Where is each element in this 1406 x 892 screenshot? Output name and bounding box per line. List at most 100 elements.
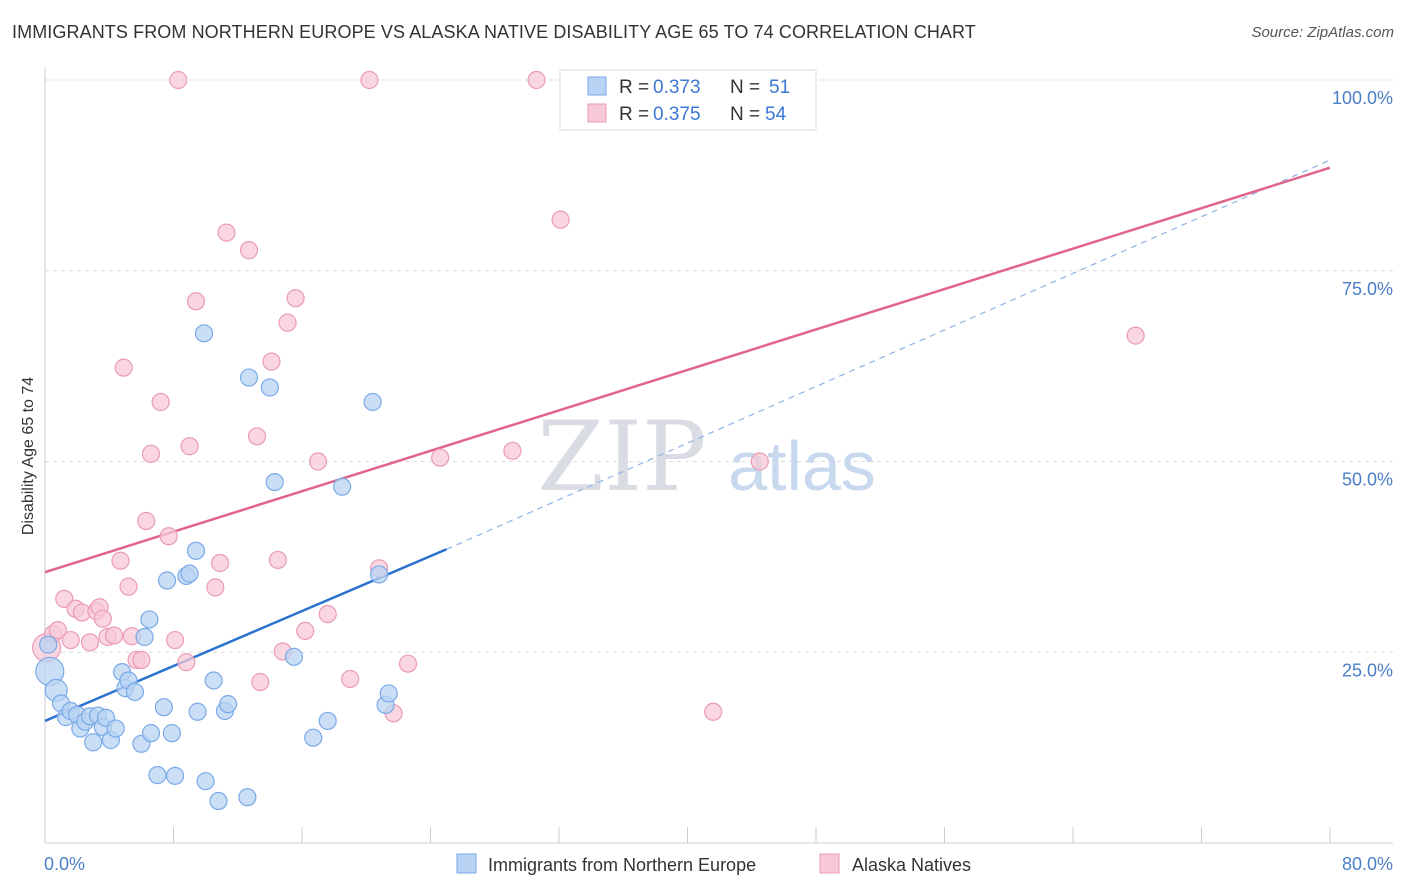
point-immigrants: [141, 724, 161, 743]
chart-title: IMMIGRANTS FROM NORTHERN EUROPE VS ALASK…: [12, 22, 976, 42]
point-immigrants: [194, 324, 214, 343]
watermark-zip: ZIP: [537, 401, 706, 513]
y-tick-label: 25.0%: [1342, 660, 1393, 680]
point-immigrants: [39, 635, 58, 654]
point-alaska-natives: [111, 551, 130, 570]
point-alaska-natives: [80, 633, 100, 652]
legend-r-label: R =: [619, 104, 649, 125]
point-alaska-natives: [48, 621, 67, 640]
point-alaska-natives: [251, 672, 270, 692]
point-immigrants: [370, 565, 389, 584]
point-alaska-natives: [551, 210, 570, 229]
legend-r-label: R =: [619, 77, 649, 98]
point-immigrants: [219, 695, 238, 714]
point-alaska-natives: [268, 550, 288, 570]
legend-stats: R = 0.373 N = 51 R = 0.375 N = 54: [559, 69, 817, 131]
point-alaska-natives: [104, 626, 124, 645]
point-alaska-natives: [1126, 326, 1145, 345]
point-alaska-natives: [527, 70, 546, 90]
legend-bottom-swatch-blue: [456, 853, 477, 874]
point-alaska-natives: [750, 452, 769, 471]
point-immigrants: [135, 627, 154, 647]
point-alaska-natives: [239, 241, 259, 260]
legend-n-label: N =: [730, 77, 760, 98]
point-alaska-natives: [217, 223, 236, 242]
legend-n-label: N =: [730, 104, 760, 125]
point-immigrants: [204, 671, 223, 690]
point-immigrants: [140, 610, 159, 629]
point-alaska-natives: [286, 289, 305, 308]
point-immigrants: [265, 473, 284, 492]
point-immigrants: [304, 728, 323, 747]
y-tick-label: 50.0%: [1342, 470, 1393, 490]
point-alaska-natives: [166, 630, 185, 650]
point-alaska-natives: [262, 352, 281, 371]
point-immigrants: [188, 702, 207, 721]
legend-series: Immigrants from Northern Europe Alaska N…: [456, 853, 971, 875]
point-alaska-natives: [247, 427, 267, 446]
y-axis-label: Disability Age 65 to 74: [20, 377, 37, 535]
legend-swatch-blue: [587, 76, 607, 96]
axes: [44, 67, 1393, 844]
point-immigrants: [238, 788, 257, 807]
point-immigrants: [157, 571, 177, 590]
point-alaska-natives: [360, 70, 379, 90]
point-alaska-natives: [137, 511, 156, 531]
point-immigrants: [239, 368, 259, 387]
legend-n-value: 51: [769, 77, 790, 98]
point-alaska-natives: [180, 437, 199, 456]
legend-swatch-pink: [587, 103, 607, 123]
point-immigrants: [318, 711, 337, 731]
point-alaska-natives: [93, 609, 112, 628]
tick-labels: 25.0% 50.0% 75.0% 100.0% 0.0% 80.0%: [44, 88, 1393, 874]
point-alaska-natives: [61, 630, 80, 650]
legend-r-value: 0.375: [653, 104, 701, 125]
point-alaska-natives: [318, 604, 337, 624]
legend-item-immigrants: Immigrants from Northern Europe: [488, 855, 756, 875]
legend-bottom-swatch-pink: [819, 853, 840, 874]
point-immigrants: [106, 719, 125, 738]
point-alaska-natives: [186, 292, 206, 311]
y-tick-label: 100.0%: [1332, 88, 1393, 108]
trend-extension-immigrants: [446, 159, 1331, 550]
point-immigrants: [125, 682, 145, 702]
point-immigrants: [84, 733, 103, 752]
point-immigrants: [284, 647, 304, 666]
point-alaska-natives: [151, 392, 170, 412]
point-alaska-natives: [114, 358, 133, 377]
point-alaska-natives: [132, 650, 151, 669]
point-alaska-natives: [159, 527, 178, 546]
watermark: ZIP atlas: [537, 401, 876, 513]
point-alaska-natives: [308, 452, 328, 471]
y-tick-label: 75.0%: [1342, 279, 1393, 299]
point-alaska-natives: [119, 577, 138, 596]
point-immigrants: [154, 698, 173, 717]
point-alaska-natives: [296, 621, 315, 640]
grid-lines: [45, 79, 1393, 653]
point-alaska-natives: [278, 313, 297, 332]
trend-line-alaska-natives: [44, 166, 1331, 574]
point-alaska-natives: [503, 441, 522, 460]
point-immigrants: [162, 724, 181, 743]
point-immigrants: [148, 765, 167, 785]
point-alaska-natives: [169, 70, 188, 90]
point-immigrants: [260, 378, 279, 397]
point-immigrants: [379, 684, 398, 703]
point-alaska-natives: [398, 654, 418, 673]
point-alaska-natives: [704, 702, 723, 721]
point-immigrants: [333, 477, 352, 496]
watermark-atlas: atlas: [728, 427, 876, 505]
x-tick-label: 80.0%: [1342, 854, 1393, 874]
point-alaska-natives: [141, 444, 161, 463]
point-immigrants: [196, 772, 215, 791]
legend-n-value: 54: [765, 104, 787, 125]
x-tick-label: 0.0%: [44, 854, 85, 874]
legend-item-alaska-natives: Alaska Natives: [852, 855, 971, 875]
point-alaska-natives: [206, 578, 225, 597]
point-alaska-natives: [177, 653, 196, 672]
point-immigrants: [166, 766, 185, 785]
point-alaska-natives: [210, 553, 230, 573]
source-credit: Source: ZipAtlas.com: [1251, 24, 1394, 41]
point-immigrants: [186, 541, 206, 560]
